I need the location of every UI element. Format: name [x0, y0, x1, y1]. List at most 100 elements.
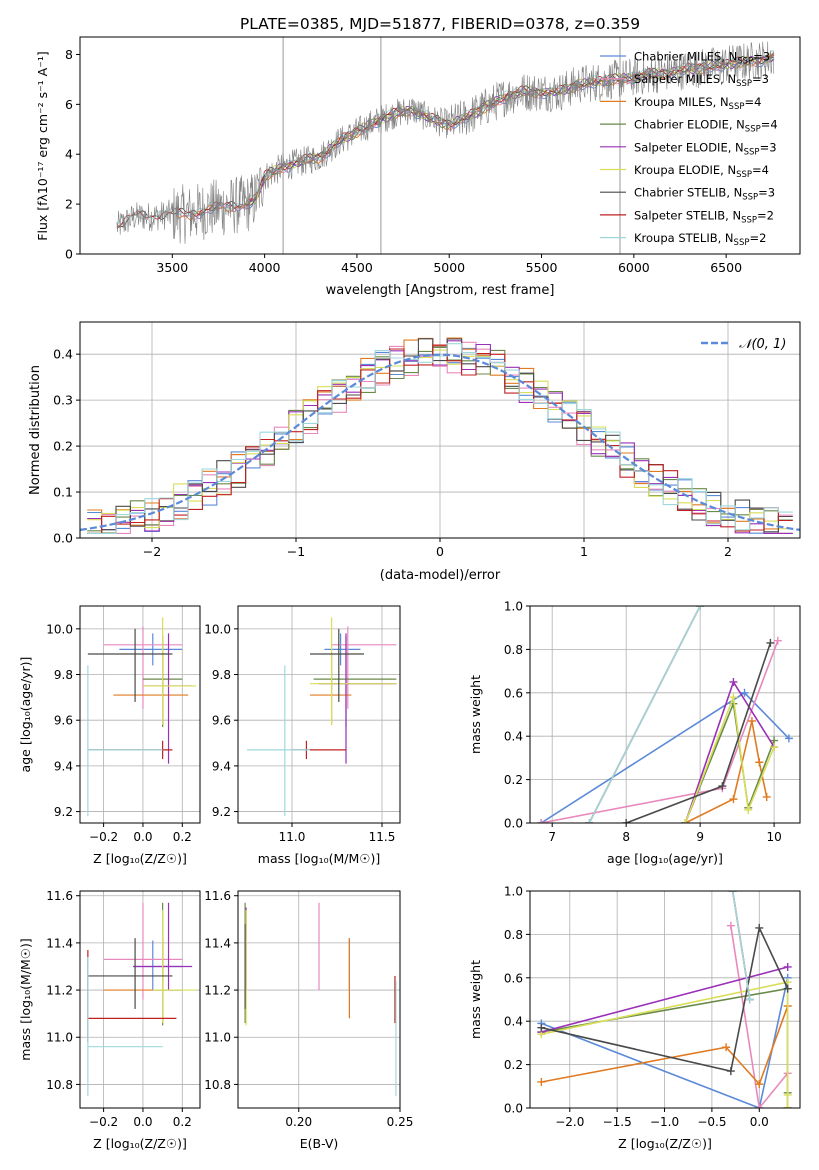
- x-tick-label: 0.0: [133, 830, 152, 844]
- x-tick-label: 5500: [526, 260, 558, 275]
- residual-histogram-chabrier_stelib: [87, 338, 793, 534]
- grid: [530, 605, 800, 824]
- y-tick-label: 1.0: [504, 600, 523, 614]
- weight-line-kroupa_stelib: [588, 606, 701, 823]
- weight-point: [726, 921, 735, 930]
- weight-line-kroupa_stelib: [731, 891, 751, 1000]
- legend-tail: =4: [752, 163, 769, 177]
- legend-sub: SSP: [744, 147, 760, 157]
- legend-label: Salpeter STELIB, N: [634, 208, 741, 222]
- y-tick-label: 0.6: [504, 971, 523, 985]
- x-tick-label: 0.0: [133, 1115, 152, 1129]
- y-tick-label: 0.1: [53, 485, 73, 500]
- y-tick-label: 9.8: [212, 668, 231, 682]
- y-tick-label: 10.0: [204, 622, 231, 636]
- legend-tail: =3: [752, 72, 769, 86]
- mass-vs-metallicity-panel: −0.2 0.0 0.2 10.8 11.0 11.2 11.4 11.6 Z [log₁₀(Z…: [18, 889, 201, 1151]
- axes-frame: [237, 890, 401, 1109]
- y-tick-label: 11.0: [46, 1031, 73, 1045]
- x-tick-label: −1.5: [603, 1115, 632, 1129]
- spectrum-title: PLATE=0385, MJD=51877, FIBERID=0378, z=0…: [240, 15, 640, 33]
- y-tick-label: 11.2: [46, 984, 73, 998]
- y-tick-label: 4: [65, 147, 73, 162]
- weight-point: [537, 819, 546, 823]
- y-tick-label: 0.6: [504, 686, 523, 700]
- weight-lines: [537, 891, 792, 1108]
- weight-point: [783, 962, 792, 971]
- y-tick-label: 9.6: [212, 714, 231, 728]
- y-tick-label: 0.2: [504, 1058, 523, 1072]
- legend-tail: =4: [761, 118, 778, 132]
- legend-tail: =3: [760, 140, 777, 154]
- y-tick-label: 1.0: [504, 885, 523, 899]
- x-axis-label: Z [log₁₀(Z/Z☉)]: [93, 1136, 187, 1151]
- weight-point: [755, 923, 764, 932]
- legend-entry: Chabrier STELIB, NSSP=3: [634, 186, 775, 203]
- x-tick-label: 7: [548, 830, 556, 844]
- y-tick-label: 10.8: [204, 1078, 231, 1092]
- weight-point: [784, 734, 793, 743]
- weight-vs-metallicity-panel: −2.0 −1.5 −1.0 −0.5 0.0 0.0 0.2 0.4 0.6 0.8 1.0 Z […: [468, 885, 801, 1151]
- y-tick-label: 11.2: [204, 984, 231, 998]
- weight-vs-age-panel: 7 8 9 10 0.0 0.2 0.4 0.6 0.8 1.0 age [log₁₀(age/yr…: [468, 600, 801, 866]
- weight-point: [773, 636, 782, 645]
- legend-entry: Salpeter STELIB, NSSP=2: [634, 208, 774, 225]
- weight-point: [722, 1043, 731, 1052]
- x-tick-label: −0.2: [89, 830, 118, 844]
- weight-point: [783, 1090, 792, 1099]
- y-axis-label: mass [log₁₀(M/M☉)]: [18, 938, 33, 1060]
- x-tick-label: 2: [724, 544, 732, 559]
- x-axis-label: E(B-V): [300, 1136, 339, 1151]
- y-tick-label: 0.4: [504, 1015, 523, 1029]
- axes-frame: [79, 890, 201, 1109]
- weight-point: [696, 606, 705, 610]
- x-axis-label: mass [log₁₀(M/M☉)]: [258, 851, 380, 866]
- y-tick-label: 9.6: [54, 714, 73, 728]
- weight-line-kroupa_elodie: [541, 981, 789, 1108]
- legend-entry: Chabrier ELODIE, NSSP=4: [634, 118, 778, 135]
- y-axis-label: age [log₁₀(age/yr)]: [18, 657, 33, 773]
- y-tick-label: 11.6: [46, 889, 73, 903]
- legend-sub: SSP: [742, 193, 758, 203]
- y-tick-label: 9.2: [212, 805, 231, 819]
- residuals-panel: −2 −1 0 1 2 0.0 0.1 0.2 0.3 0.4 (data-model)/erro…: [28, 321, 801, 583]
- y-tick-label: 0.8: [504, 643, 523, 657]
- weight-line-kroupa_elodie: [684, 696, 775, 823]
- weight-point: [537, 1023, 546, 1032]
- x-tick-label: 0.0: [750, 1115, 769, 1129]
- spectrum-panel: PLATE=0385, MJD=51877, FIBERID=0378, z=0…: [35, 15, 801, 298]
- weight-point: [755, 1080, 764, 1089]
- y-axis-label: mass weight: [468, 960, 483, 1039]
- x-tick-label: 0.25: [387, 1115, 414, 1129]
- x-tick-label: 11.0: [279, 830, 306, 844]
- y-tick-label: 2: [65, 197, 73, 212]
- legend-label: Chabrier ELODIE, N: [634, 118, 745, 132]
- weight-point: [770, 743, 779, 752]
- y-axis-label: mass weight: [468, 675, 483, 754]
- x-tick-label: 0.20: [285, 1115, 312, 1129]
- normal-distribution-curve: [79, 353, 801, 531]
- x-tick-label: 4500: [341, 260, 373, 275]
- weight-point: [745, 995, 754, 1004]
- weight-point: [681, 819, 690, 823]
- y-tick-label: 0.3: [53, 393, 73, 408]
- y-tick-label: 11.0: [204, 1031, 231, 1045]
- weight-point: [537, 1077, 546, 1086]
- y-tick-label: 0.0: [504, 817, 523, 831]
- y-tick-label: 0.4: [53, 347, 73, 362]
- legend-entry: Kroupa ELODIE, NSSP=4: [634, 163, 769, 180]
- weight-point: [783, 984, 792, 993]
- weight-point: [740, 688, 749, 697]
- y-tick-label: 11.6: [204, 889, 231, 903]
- x-tick-label: 8: [622, 830, 630, 844]
- weight-point: [729, 693, 738, 702]
- weight-point: [729, 677, 738, 686]
- legend-tail: =4: [744, 95, 761, 109]
- y-tick-label: 0.2: [53, 439, 73, 454]
- x-tick-label: 10: [766, 830, 781, 844]
- y-tick-label: 11.4: [204, 936, 231, 950]
- x-tick-label: 0: [436, 544, 444, 559]
- axes-frame: [237, 605, 401, 824]
